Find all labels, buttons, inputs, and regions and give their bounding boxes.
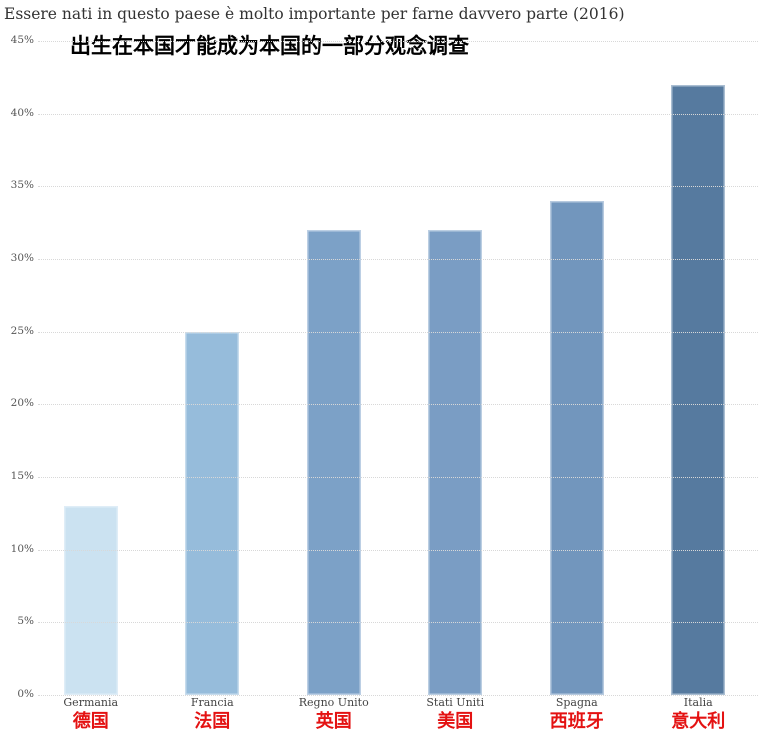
plot-area: 0% 5% 10% 15% 20% 25% 30% 35% 40% 45% [0,34,760,700]
gridline-45pct [38,41,758,42]
x-label-zh-germania: 德国 [72,711,109,732]
gridline-5pct [38,622,758,624]
y-tick-label-20pct: 20% [10,397,34,410]
gridline-35pct [38,186,758,188]
bar-italia [671,84,726,695]
gridline-30pct [38,259,758,260]
x-label-group-spagna: Spagna 西班牙 [516,696,638,732]
gridline-20pct [38,404,758,406]
bar-column-francia [152,41,274,695]
x-label-it-spagna: Spagna [555,696,598,709]
x-label-group-italia: Italia 意大利 [638,696,760,732]
chart-subtitle-chinese: 出生在本国才能成为本国的一部分观念调查 [70,34,469,58]
bar-column-regno-unito [273,41,395,695]
gridline-0pct [38,695,758,696]
bar-column-italia [638,41,760,695]
x-axis-labels: Germania 德国 Francia 法国 Regno Unito 英国 Stati Un… [30,696,759,732]
x-label-group-regno-unito: Regno Unito 英国 [273,696,395,732]
x-label-zh-italia: 意大利 [671,711,726,732]
x-label-it-stati-uniti: Stati Uniti [426,696,485,709]
x-label-it-regno-unito: Regno Unito [298,696,369,709]
y-tick-label-40pct: 40% [10,106,34,119]
y-tick-label-45pct: 45% [10,34,34,46]
y-tick-label-5pct: 5% [17,615,34,628]
x-label-it-francia: Francia [190,696,234,709]
x-label-zh-spagna: 西班牙 [549,711,604,732]
x-label-it-germania: Germania [63,696,119,709]
x-label-zh-stati-uniti: 美国 [437,711,474,732]
y-tick-label-30pct: 30% [10,252,34,264]
bars-container [30,41,759,695]
bar-francia [185,331,240,695]
x-label-zh-regno-unito: 英国 [315,711,352,732]
bar-spagna [549,200,604,695]
y-tick-label-10pct: 10% [10,542,34,555]
bar-germania [63,506,118,695]
gridline-40pct [38,113,758,115]
bar-regno-unito [306,229,361,695]
gridline-25pct [38,331,758,333]
bar-column-spagna [516,41,638,695]
x-label-zh-francia: 法国 [194,711,231,732]
y-tick-label-15pct: 15% [10,470,34,482]
gridline-15pct [38,477,758,478]
y-tick-label-0pct: 0% [17,688,34,700]
x-label-it-italia: Italia [683,696,713,709]
bar-column-stati-uniti [395,41,517,695]
y-tick-label-35pct: 35% [10,179,34,192]
bar-stati-uniti [428,229,483,695]
x-label-group-germania: Germania 德国 [30,696,152,732]
chart-title: Essere nati in questo paese è molto impo… [4,5,625,23]
gridline-10pct [38,549,758,551]
bar-column-germania [30,41,152,695]
y-tick-label-25pct: 25% [10,324,34,337]
x-label-group-francia: Francia 法国 [152,696,274,732]
x-label-group-stati-uniti: Stati Uniti 美国 [395,696,517,732]
